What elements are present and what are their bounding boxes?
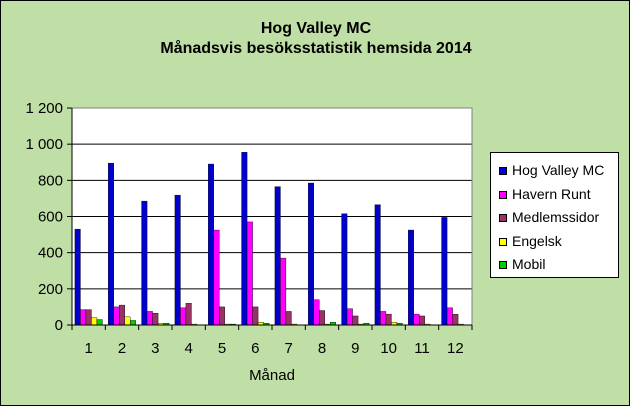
chart-title: Hog Valley MC [260, 20, 372, 37]
y-tick-label: 800 [38, 172, 63, 189]
bar [108, 162, 114, 326]
bar [96, 319, 103, 326]
bar [91, 317, 98, 326]
legend-swatch [499, 167, 507, 176]
legend: Hog Valley MC Havern Runt Medlemssidor Enge… [490, 152, 619, 278]
bar [252, 306, 259, 326]
x-tick-label: 6 [251, 340, 259, 357]
bar [174, 194, 181, 326]
x-tick-label: 2 [118, 340, 126, 357]
bar [185, 303, 192, 326]
x-tick-label: 5 [218, 340, 226, 357]
legend-item: Engelsk [499, 231, 562, 251]
x-tick-label: 3 [151, 340, 159, 357]
bar [119, 304, 125, 326]
bar [313, 299, 320, 326]
bar [419, 315, 425, 326]
legend-item: Medlemssidor [499, 207, 599, 227]
legend-label: Havern Runt [512, 185, 591, 202]
bar [413, 313, 420, 326]
bar [241, 152, 248, 326]
bar [113, 306, 120, 326]
bar [141, 200, 148, 326]
legend-swatch [499, 190, 507, 199]
legend-swatch [499, 261, 507, 270]
bar [85, 309, 92, 326]
bar [74, 228, 81, 326]
bar [213, 229, 220, 326]
bar [341, 213, 348, 326]
bar [274, 186, 281, 326]
legend-label: Medlemssidor [512, 209, 600, 225]
legend-label: Engelsk [512, 232, 562, 249]
legend-item: Mobil [499, 254, 545, 274]
x-axis-title: Månad [249, 367, 295, 384]
bar [285, 311, 292, 326]
bar [352, 315, 359, 326]
bar [441, 217, 448, 326]
legend-label: Hog Valley MC [512, 162, 605, 178]
bar [152, 313, 159, 326]
bar [146, 311, 153, 326]
y-tick-label: 1 000 [25, 136, 63, 153]
x-tick-label: 11 [414, 340, 430, 357]
y-tick-label: 0 [55, 317, 63, 334]
legend-swatch [499, 237, 507, 246]
x-tick-label: 4 [184, 340, 192, 357]
legend-item: Hog Valley MC [499, 160, 604, 180]
bar [80, 309, 87, 326]
bar [374, 204, 381, 326]
bar [446, 307, 453, 326]
x-tick-label: 9 [351, 340, 359, 357]
x-tick-label: 8 [318, 340, 326, 357]
x-tick-label: 12 [447, 340, 464, 357]
legend-label: Mobil [512, 256, 546, 272]
x-tick-label: 7 [284, 340, 292, 357]
bar [130, 320, 136, 326]
bar [208, 163, 214, 326]
bar [380, 311, 387, 326]
y-tick-label: 1 200 [25, 100, 63, 117]
legend-swatch [499, 214, 507, 223]
legend-item: Havern Runt [499, 184, 591, 204]
bar [319, 310, 325, 326]
bar [385, 313, 392, 326]
bar [124, 316, 131, 326]
bar [408, 229, 414, 326]
bar [180, 307, 187, 326]
y-tick-label: 400 [38, 245, 63, 262]
x-tick-label: 10 [380, 340, 397, 357]
chart-subtitle: Månadsvis besöksstatistik hemsida 2014 [160, 40, 472, 57]
bar [308, 182, 314, 326]
bar [346, 308, 353, 326]
bar [219, 306, 225, 326]
y-tick-label: 600 [38, 209, 63, 226]
x-tick-label: 1 [84, 340, 92, 357]
bar [452, 313, 459, 326]
bar [246, 221, 253, 326]
bar [280, 257, 287, 326]
y-tick-label: 200 [38, 281, 63, 298]
